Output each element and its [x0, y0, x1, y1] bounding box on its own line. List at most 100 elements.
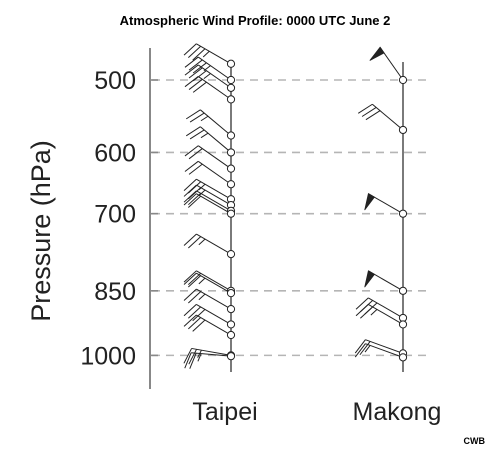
observation-point: [398, 209, 408, 218]
barb-staff: [196, 190, 232, 212]
barb-feather: [189, 129, 205, 140]
barb-feather: [188, 272, 202, 286]
barb-staff: [196, 303, 232, 325]
y-tick-label: 600: [94, 139, 136, 167]
wind-barb: [183, 288, 236, 314]
wind-barb: [183, 233, 236, 259]
barb-staff: [191, 352, 232, 357]
barb-staff: [372, 103, 404, 131]
barb-feather: [188, 45, 202, 59]
barb-half-feather: [364, 345, 371, 353]
barb-half-feather: [370, 309, 378, 316]
barb-feather: [188, 317, 202, 330]
barb-staff: [197, 76, 232, 100]
barb-feather: [188, 78, 203, 90]
credit-label: CWB: [464, 436, 486, 446]
wind-barb: [183, 314, 236, 340]
barb-feather: [183, 190, 197, 203]
barb-staff: [200, 126, 232, 153]
station-label: Taipei: [192, 398, 257, 426]
barb-half-feather: [198, 238, 206, 246]
observation-point: [398, 75, 408, 85]
barb-feather: [184, 76, 199, 88]
barb-feather: [357, 103, 373, 114]
barb-staff: [196, 314, 232, 336]
barb-feather: [361, 107, 377, 117]
barb-feather: [365, 110, 381, 121]
barb-feather: [183, 233, 197, 246]
station-taipei: Taipei: [183, 43, 258, 426]
chart-title: Atmospheric Wind Profile: 0000 UTC June …: [120, 13, 391, 28]
barb-half-feather: [198, 277, 206, 285]
observation-point: [226, 209, 236, 218]
observation-point: [226, 330, 236, 340]
wind-barb: [184, 352, 236, 369]
wind-barb: [183, 43, 236, 68]
barb-feather: [184, 145, 199, 157]
y-axis-label: Pressure (hPa): [26, 140, 56, 322]
observation-point: [226, 180, 236, 189]
barb-feather: [188, 306, 202, 319]
barb-staff: [365, 343, 404, 358]
barb-feather: [183, 348, 193, 364]
barb-half-feather: [197, 353, 202, 362]
wind-barb: [185, 126, 236, 157]
barb-feather: [183, 272, 197, 285]
observation-point: [398, 286, 408, 295]
barb-feather: [188, 349, 197, 365]
barb-feather: [188, 148, 203, 160]
barb-feather: [188, 59, 203, 71]
barb-feather: [183, 184, 197, 197]
observation-point: [226, 148, 236, 157]
station-label: Makong: [353, 398, 442, 426]
barb-pennant: [369, 46, 385, 61]
barb-staff: [196, 193, 232, 215]
observation-point: [226, 320, 236, 329]
observation-point: [226, 289, 236, 298]
wind-barb: [355, 303, 408, 329]
barb-feather: [355, 297, 369, 310]
barb-feather: [184, 352, 192, 369]
barb-feather: [360, 306, 374, 319]
barb-staff: [196, 184, 232, 206]
barb-staff: [191, 347, 232, 356]
barb-feather: [192, 62, 207, 74]
wind-barb: [355, 297, 408, 323]
wind-barb: [184, 56, 236, 85]
barb-staff: [196, 288, 232, 310]
y-tick-label: 1000: [80, 342, 136, 370]
barb-feather: [188, 187, 202, 200]
barb-staff: [196, 270, 232, 292]
barb-staff: [197, 145, 232, 170]
barb-staff: [196, 233, 232, 255]
barb-feather: [354, 339, 366, 354]
barb-staff: [197, 56, 232, 81]
barb-staff: [197, 64, 232, 89]
barb-feather: [184, 160, 199, 172]
wind-barb: [183, 178, 236, 204]
wind-barb: [184, 145, 236, 173]
wind-barb: [364, 193, 408, 218]
barb-feather: [189, 112, 205, 123]
wind-barb: [354, 343, 408, 362]
barb-feather: [192, 48, 206, 61]
barb-feather: [188, 163, 203, 175]
y-axis-ticks: 500 600 700 850 1000: [80, 67, 158, 370]
observation-point: [398, 320, 408, 329]
grid-lines: [152, 79, 432, 357]
observation-point: [226, 59, 236, 68]
wind-barb: [183, 193, 236, 218]
wind-barb: [184, 76, 236, 104]
barb-feather: [183, 43, 197, 56]
barb-feather: [183, 314, 197, 327]
observation-point: [226, 164, 236, 173]
wind-barb: [369, 46, 408, 85]
barb-feather: [183, 178, 197, 191]
barb-staff: [365, 339, 404, 354]
wind-barb: [183, 303, 236, 329]
station-makong: Makong: [353, 46, 442, 426]
barb-feather: [185, 109, 201, 120]
wind-barb: [185, 109, 236, 140]
barb-pennant: [364, 270, 376, 288]
